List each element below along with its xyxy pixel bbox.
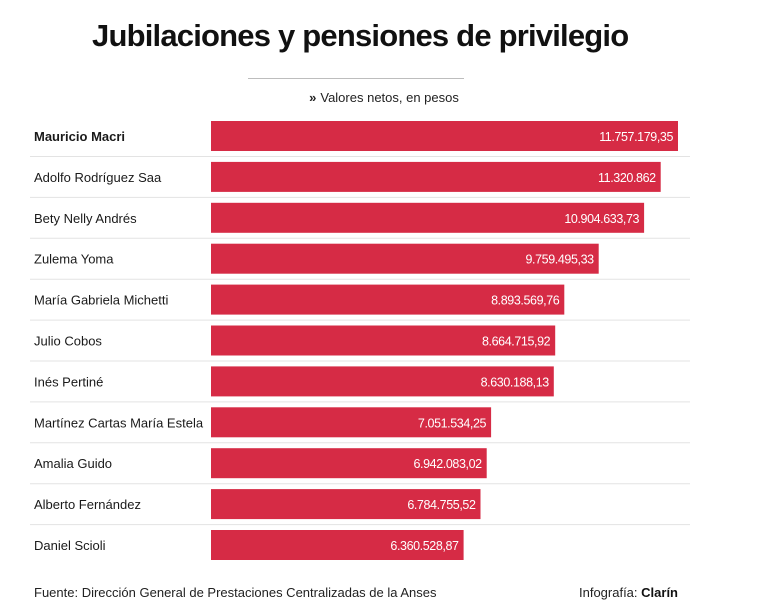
value-label: 6.360.528,87 [390,539,459,553]
bar [211,489,481,520]
category-label: Daniel Scioli [34,538,106,553]
infographic-credit: Infografía: Clarín [579,585,678,600]
category-label: Mauricio Macri [34,129,125,144]
category-label: Martínez Cartas María Estela [34,415,204,430]
credit-brand: Clarín [641,585,678,600]
category-label: Zulema Yoma [34,252,114,267]
bar [211,243,599,274]
category-label: Adolfo Rodríguez Saa [34,170,162,185]
bar [211,325,556,356]
value-label: 6.942.083,02 [414,457,483,471]
bar [211,366,554,397]
bar [211,284,565,315]
category-label: María Gabriela Michetti [34,293,168,308]
value-label: 10.904.633,73 [564,212,639,226]
title-divider [248,78,464,79]
value-label: 9.759.495,33 [526,253,595,267]
category-label: Julio Cobos [34,334,102,349]
bar [211,448,487,479]
value-label: 6.784.755,52 [407,498,476,512]
value-label: 11.757.179,35 [599,130,673,144]
value-label: 11.320.862 [598,171,656,185]
credit-prefix: Infografía: [578,585,638,600]
bar [211,407,492,438]
value-label: 8.630.188,13 [481,375,550,389]
value-label: 8.893.569,76 [491,294,560,308]
category-label: Amalia Guido [34,456,112,471]
value-label: 7.051.534,25 [418,416,487,430]
source-note: Fuente: Dirección General de Prestacione… [34,585,437,600]
value-label: 8.664.715,92 [482,335,551,349]
chart-title: Jubilaciones y pensiones de privilegio [92,18,629,53]
category-label: Bety Nelly Andrés [34,211,137,226]
bar [211,121,678,151]
bar [211,530,464,560]
subtitle-bullet: » [309,90,317,105]
bar [211,161,661,192]
bar [211,202,645,233]
category-label: Alberto Fernández [34,497,141,512]
category-label: Inés Pertiné [34,374,103,389]
chart-subtitle: » Valores netos, en pesos [0,90,768,105]
subtitle-text: Valores netos, en pesos [320,90,459,105]
